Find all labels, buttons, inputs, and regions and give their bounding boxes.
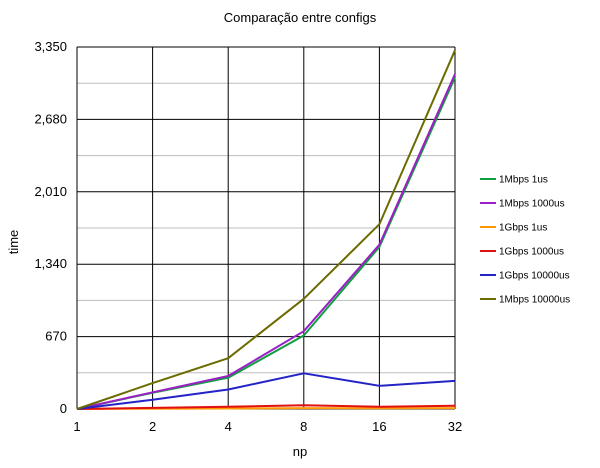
legend: 1Mbps 1us 1Mbps 1000us 1Gbps 1us 1Gbps 1000… xyxy=(480,175,570,306)
series-line-2 xyxy=(76,73,456,410)
series-line-6 xyxy=(76,49,456,410)
x-tick-label: 1 xyxy=(73,419,80,434)
legend-label: 1Mbps 1us xyxy=(499,175,548,186)
chart-title: Comparação entre configs xyxy=(224,10,377,25)
legend-label: 1Mbps 10000us xyxy=(499,295,570,306)
y-tick-label: 670 xyxy=(45,329,67,344)
series-lines xyxy=(76,49,456,410)
y-tick-label: 0 xyxy=(60,401,67,416)
y-tick-label: 2,010 xyxy=(34,184,67,199)
x-tick-label: 2 xyxy=(149,419,156,434)
y-tick-label: 1,340 xyxy=(34,256,67,271)
x-tick-label: 4 xyxy=(225,419,232,434)
series-line-4 xyxy=(76,404,456,410)
legend-label: 1Mbps 1000us xyxy=(499,199,565,210)
y-axis-label: time xyxy=(6,230,21,255)
y-tick-label: 3,350 xyxy=(34,39,67,54)
legend-label: 1Gbps 10000us xyxy=(499,271,570,282)
series-line-5 xyxy=(76,372,456,410)
series-line-1 xyxy=(76,76,456,410)
x-tick-label: 8 xyxy=(300,419,307,434)
x-tick-label: 32 xyxy=(448,419,462,434)
y-tick-label: 2,680 xyxy=(34,111,67,126)
axes: 0 670 1,340 2,010 2,680 3,350 1 2 4 8 16 32 xyxy=(34,39,462,434)
x-axis-label: np xyxy=(293,444,307,459)
legend-label: 1Gbps 1us xyxy=(499,223,547,234)
legend-label: 1Gbps 1000us xyxy=(499,247,564,258)
x-tick-label: 16 xyxy=(372,419,386,434)
